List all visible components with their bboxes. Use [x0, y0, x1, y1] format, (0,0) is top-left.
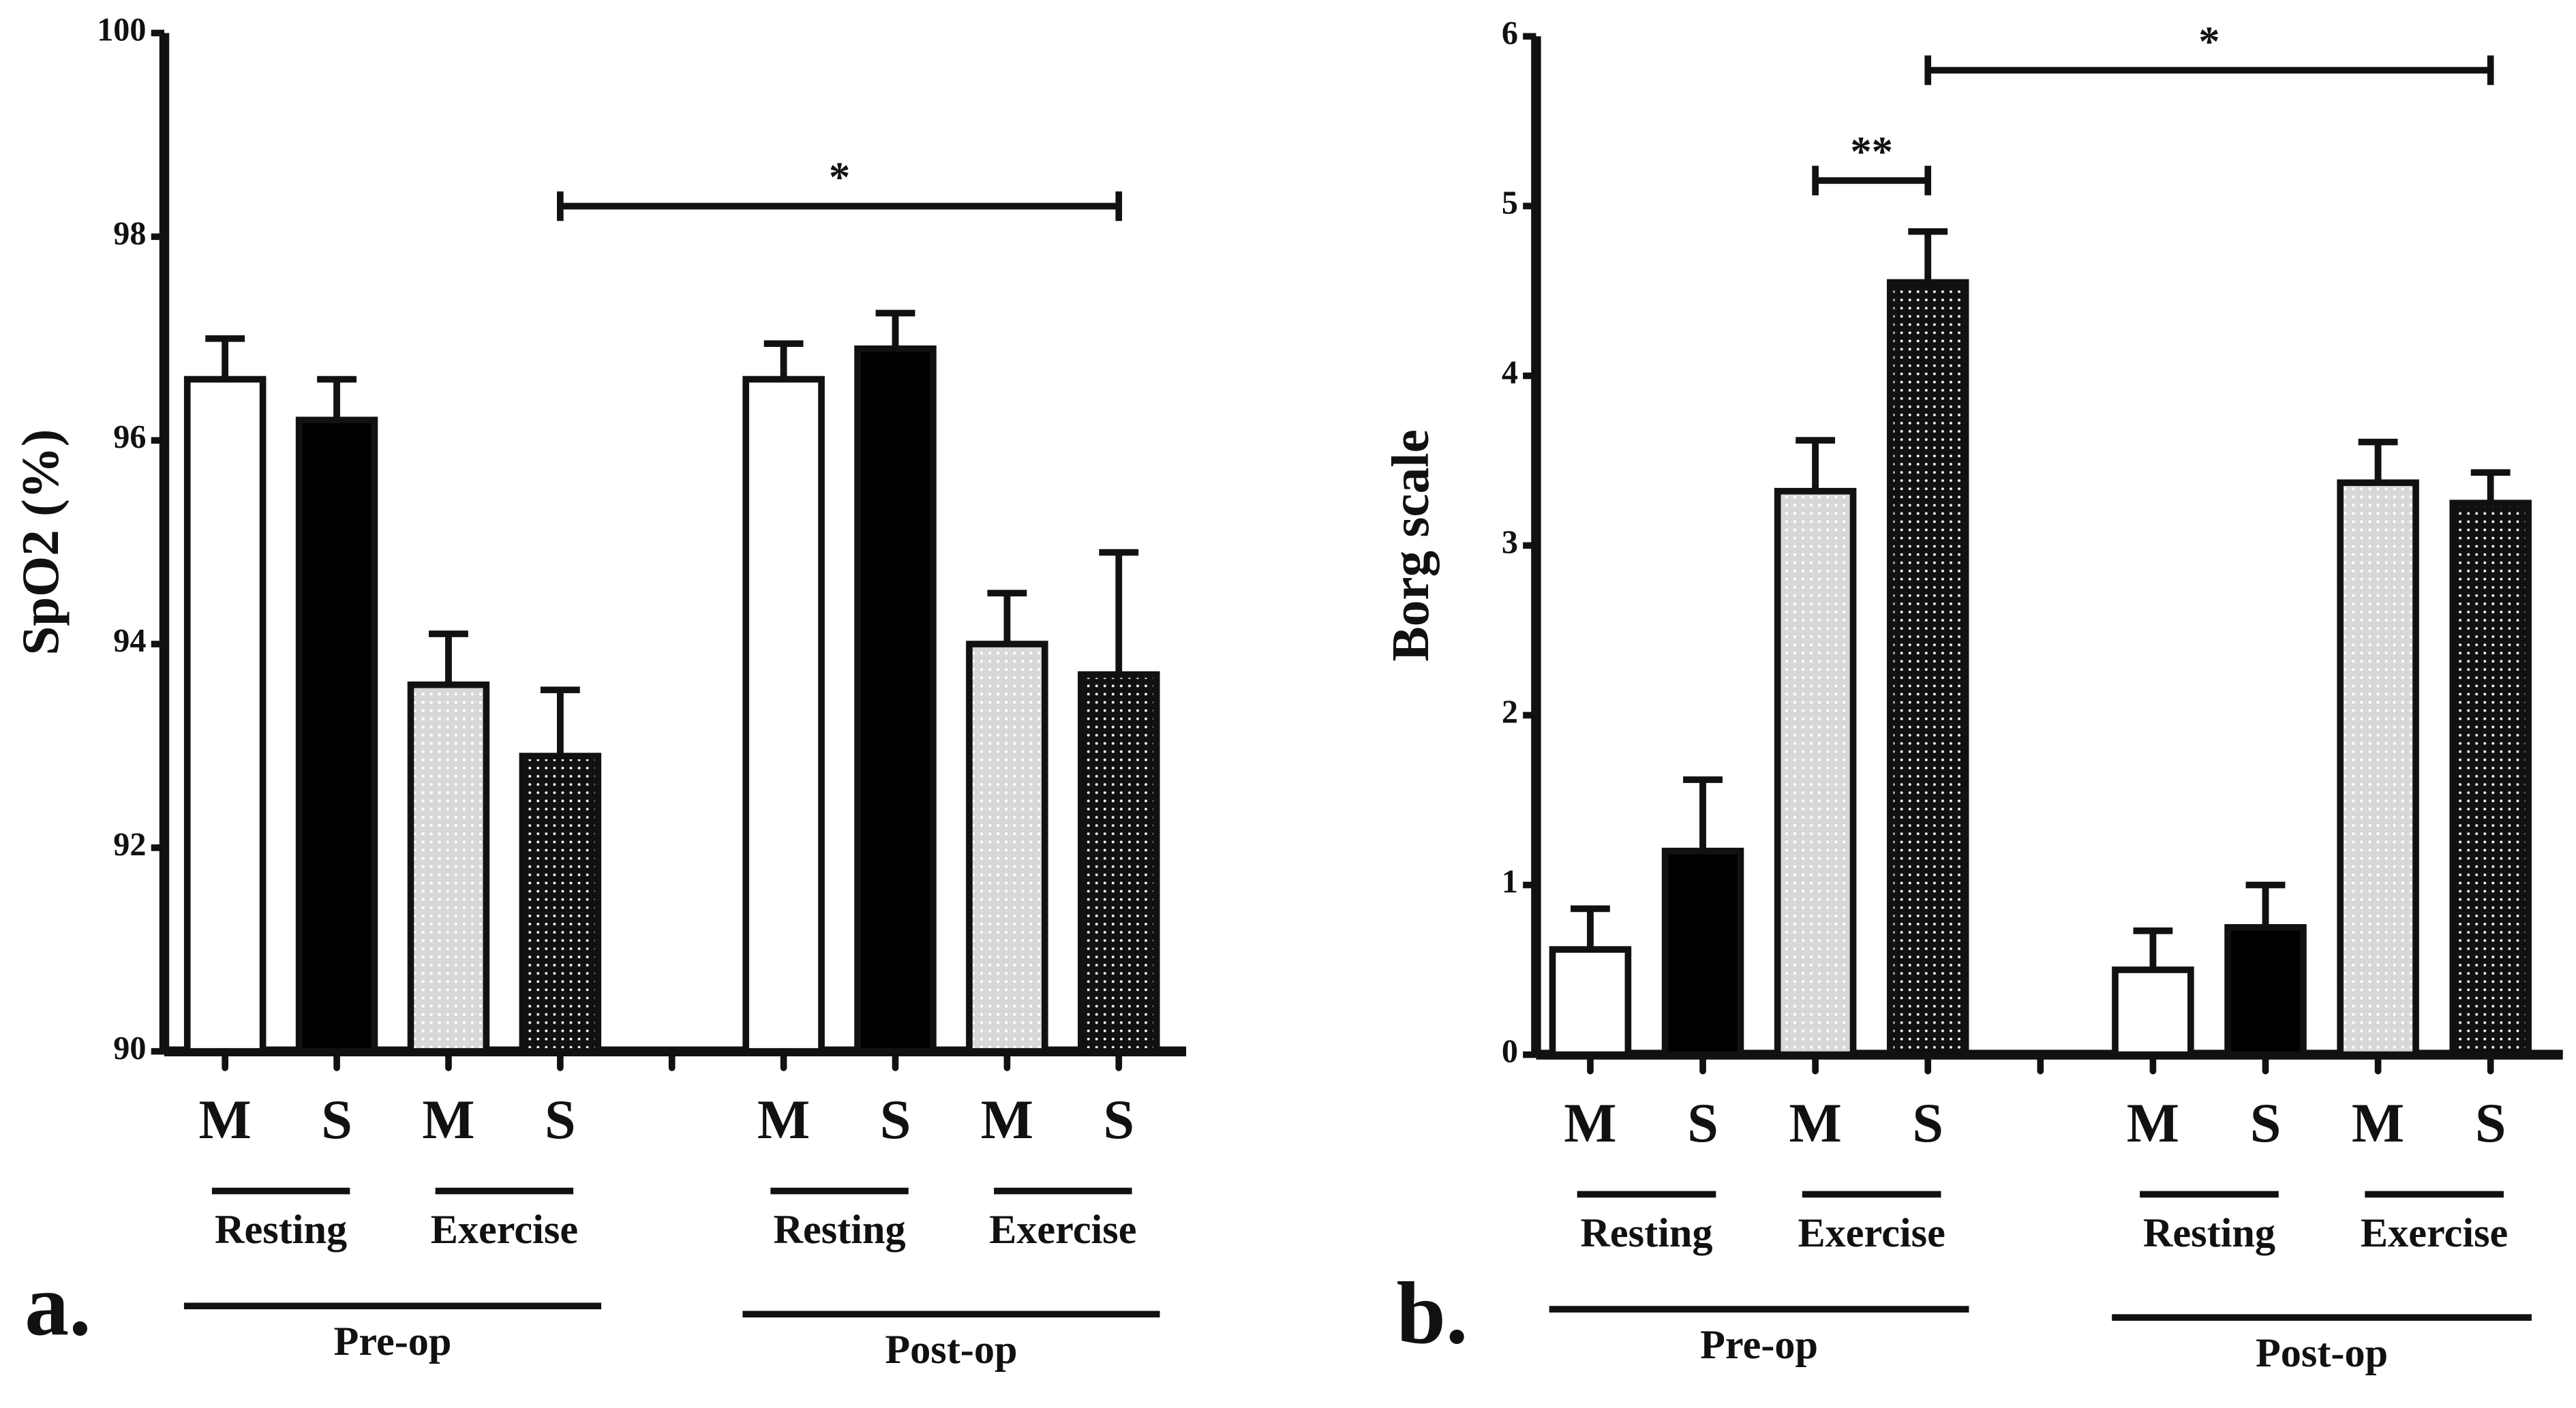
bar	[407, 681, 490, 1055]
subgroup-label: Resting	[1580, 1210, 1712, 1256]
subgroup-label: Resting	[2143, 1210, 2275, 1256]
group-label: Post-op	[2256, 1330, 2388, 1376]
y-tick-label: 2	[1502, 694, 1518, 731]
x-tick-label: M	[2127, 1092, 2179, 1154]
bar	[2112, 966, 2194, 1058]
significance-label: *	[2198, 17, 2219, 65]
x-tick-label: S	[545, 1088, 576, 1150]
bar	[1886, 279, 1969, 1058]
group-label: Pre-op	[334, 1319, 452, 1364]
subgroup-label: Exercise	[1798, 1210, 1945, 1256]
group-label: Pre-op	[1700, 1322, 1818, 1368]
bar	[966, 641, 1048, 1055]
x-tick-label: S	[880, 1088, 911, 1150]
y-tick-label: 6	[1502, 15, 1518, 51]
y-tick-label: 94	[113, 623, 146, 659]
panel-label: b.	[1397, 1264, 1468, 1362]
y-tick-label: 1	[1502, 864, 1518, 900]
bar	[854, 345, 937, 1055]
x-tick-label: M	[422, 1088, 474, 1150]
x-tick-label: S	[2475, 1092, 2506, 1154]
subgroup-label: Exercise	[2361, 1210, 2508, 1256]
x-tick-label: S	[1103, 1088, 1134, 1150]
bar	[1661, 847, 1744, 1058]
y-tick-label: 98	[113, 215, 146, 251]
y-tick-label: 4	[1502, 354, 1518, 391]
x-tick-label: S	[321, 1088, 352, 1150]
bar	[2224, 923, 2307, 1058]
y-axis-label: Borg scale	[1381, 429, 1440, 661]
y-tick-label: 0	[1502, 1034, 1518, 1070]
bar	[183, 376, 267, 1055]
bar	[1774, 487, 1857, 1058]
subgroup-label: Resting	[773, 1207, 905, 1253]
group-label: Post-op	[885, 1327, 1017, 1373]
x-tick-label: S	[1687, 1092, 1718, 1154]
x-tick-label: M	[981, 1088, 1033, 1150]
y-tick-label: 3	[1502, 524, 1518, 560]
y-tick-label: 5	[1502, 185, 1518, 221]
significance-label: *	[829, 153, 850, 201]
bar	[1549, 946, 1632, 1058]
bar	[1078, 671, 1160, 1055]
x-tick-label: M	[2352, 1092, 2404, 1154]
bar	[742, 376, 825, 1055]
bar	[519, 752, 602, 1055]
y-axis-label: SpO2 (%)	[11, 429, 70, 656]
x-tick-label: S	[2250, 1092, 2282, 1154]
y-tick-label: 90	[113, 1030, 146, 1067]
x-tick-label: M	[1564, 1092, 1616, 1154]
panel-label: a.	[25, 1256, 91, 1354]
subgroup-label: Exercise	[431, 1207, 578, 1253]
x-tick-label: M	[199, 1088, 252, 1150]
subgroup-label: Exercise	[989, 1207, 1136, 1253]
y-tick-label: 100	[97, 12, 146, 48]
x-tick-label: S	[1912, 1092, 1943, 1154]
subgroup-label: Resting	[215, 1207, 347, 1253]
bar	[295, 416, 378, 1055]
significance-label: **	[1850, 127, 1893, 175]
x-tick-label: M	[1789, 1092, 1841, 1154]
y-tick-label: 92	[113, 827, 146, 863]
x-tick-label: M	[757, 1088, 810, 1150]
bar	[2449, 500, 2532, 1058]
y-tick-label: 96	[113, 419, 146, 455]
bar	[2337, 479, 2419, 1058]
